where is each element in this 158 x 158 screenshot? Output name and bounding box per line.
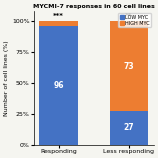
Title: MYCMI-7 responses in 60 cell lines: MYCMI-7 responses in 60 cell lines (33, 4, 155, 9)
Text: ***: *** (53, 13, 64, 19)
Text: 27: 27 (124, 123, 134, 132)
Legend: LOW MYC, HIGH MYC: LOW MYC, HIGH MYC (118, 13, 151, 27)
Text: **: ** (125, 13, 132, 19)
Text: 96: 96 (53, 81, 64, 90)
Bar (39, 26, 78, 145)
Text: 73: 73 (124, 62, 134, 70)
Bar (39, 21, 78, 26)
Bar (109, 111, 148, 145)
Y-axis label: Number of cell lines (%): Number of cell lines (%) (4, 40, 9, 116)
Bar (109, 21, 148, 111)
